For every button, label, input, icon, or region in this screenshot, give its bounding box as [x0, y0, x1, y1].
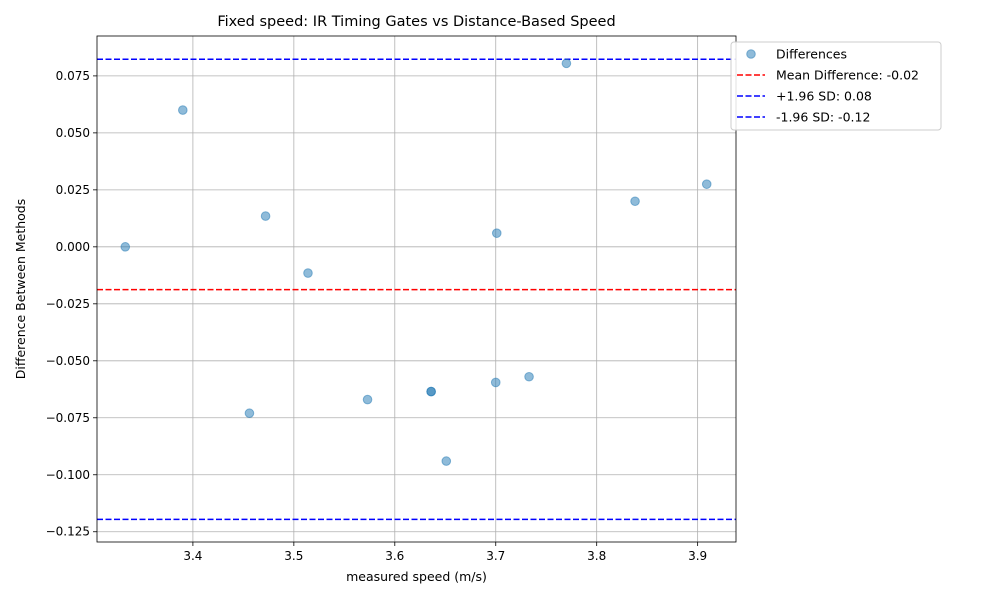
data-point [260, 211, 271, 221]
data-point [426, 386, 436, 397]
x-tick-label: 3.8 [587, 549, 606, 563]
x-axis-label: measured speed (m/s) [346, 569, 487, 584]
x-tick-label: 3.4 [183, 549, 202, 563]
data-point [362, 394, 373, 405]
data-point [178, 105, 188, 115]
y-tick-label: 0.050 [56, 126, 90, 140]
data-point [524, 371, 534, 382]
y-axis-ticks: −0.125 −0.100 −0.075 −0.050 −0.025 0.000 0.025… [46, 69, 97, 539]
y-tick-label: −0.050 [46, 354, 90, 368]
data-point [244, 408, 255, 419]
chart-title: Fixed speed: IR Timing Gates vs Distance… [217, 14, 615, 30]
data-point [491, 228, 502, 238]
reference-lines [97, 58, 736, 521]
y-axis-label: Difference Between Methods [13, 199, 28, 379]
data-point [701, 179, 712, 189]
x-tick-label: 3.6 [385, 549, 404, 563]
y-tick-label: −0.100 [46, 468, 90, 482]
y-tick-label: −0.125 [46, 525, 90, 539]
x-tick-label: 3.7 [486, 549, 505, 563]
y-tick-label: 0.025 [56, 183, 90, 197]
y-tick-label: 0.075 [56, 69, 90, 83]
data-point [303, 268, 313, 278]
plot-frame [96, 35, 737, 543]
x-axis-ticks: 3.4 3.5 3.6 3.7 3.8 3.9 [183, 542, 707, 563]
data-point [630, 196, 640, 207]
y-tick-label: 0.000 [56, 240, 90, 254]
data-point [120, 242, 131, 252]
legend-label: +1.96 SD: 0.08 [776, 89, 872, 104]
y-tick-label: −0.075 [46, 411, 90, 425]
data-points [120, 58, 712, 466]
grid-layer [97, 36, 736, 542]
legend-label: Mean Difference: -0.02 [776, 68, 919, 83]
data-point [561, 58, 572, 69]
data-point [490, 377, 501, 388]
legend-label: Differences [776, 47, 847, 62]
x-tick-label: 3.5 [284, 549, 303, 563]
y-tick-label: −0.025 [46, 297, 90, 311]
legend-marker [746, 49, 756, 59]
legend-label: -1.96 SD: -0.12 [776, 110, 870, 125]
legend-box [730, 41, 942, 131]
legend: Differences Mean Difference: -0.02 +1.96 S… [730, 41, 942, 131]
data-point [441, 456, 452, 466]
x-tick-label: 3.9 [688, 549, 707, 563]
